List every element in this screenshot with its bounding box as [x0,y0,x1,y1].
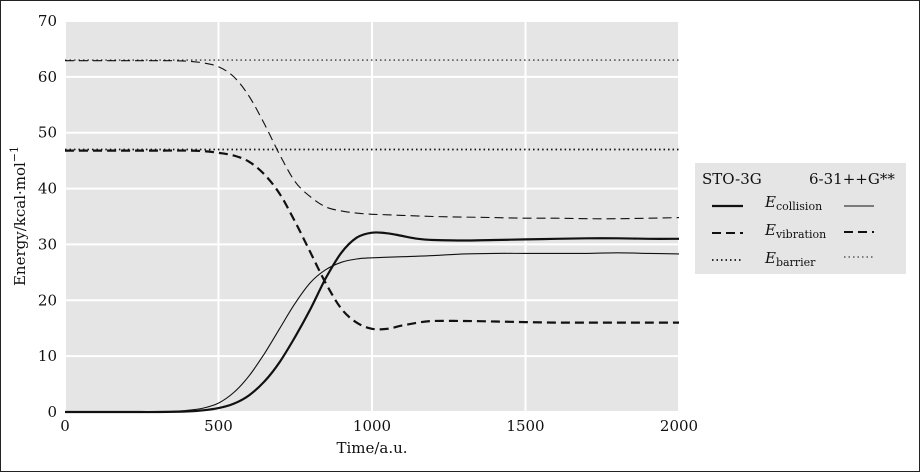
series-vibration-sto3g [65,149,679,331]
legend-label-vibration: Evibration [764,221,826,241]
x-ticks: 0 500 1000 1500 2000 [60,417,698,435]
y-tick-label-40: 40 [38,180,57,198]
y-tick-label-30: 30 [38,235,57,253]
series-collision-631g [64,252,680,413]
legend-label-collision: Ecollision [764,193,822,213]
y-axis-label-group: Energy/kcal·mol−1 [8,146,29,286]
series-lines [64,59,680,414]
legend-label-barrier: Ebarrier [764,249,816,269]
y-axis-label-unit-exponent: −1 [8,146,21,162]
x-tick-label-1000: 1000 [353,417,391,435]
x-tick-label-500: 500 [204,417,233,435]
y-tick-label-60: 60 [38,68,57,86]
y-tick-label-20: 20 [38,291,57,309]
legend-header-631g: 6-31++G** [809,170,895,188]
series-collision-sto3g [64,231,680,414]
x-tick-label-0: 0 [60,417,70,435]
x-axis-label: Time/a.u. [336,439,407,457]
y-axis-label: Energy/kcal·mol−1 [8,146,29,286]
series-vibration-631g [65,60,680,220]
y-tick-label-50: 50 [38,124,57,142]
y-tick-label-10: 10 [38,347,57,365]
y-tick-label-70: 70 [38,12,57,30]
y-tick-label-0: 0 [47,403,57,421]
y-ticks: 0 10 20 30 40 50 60 70 [38,12,57,421]
x-tick-label-2000: 2000 [660,417,698,435]
legend-box [695,163,906,274]
grid-lines [64,20,680,413]
x-tick-label-1500: 1500 [506,417,544,435]
legend: STO-3G 6-31++G** Ecollision Evibration E… [695,163,906,274]
legend-header-sto3g: STO-3G [702,170,762,188]
